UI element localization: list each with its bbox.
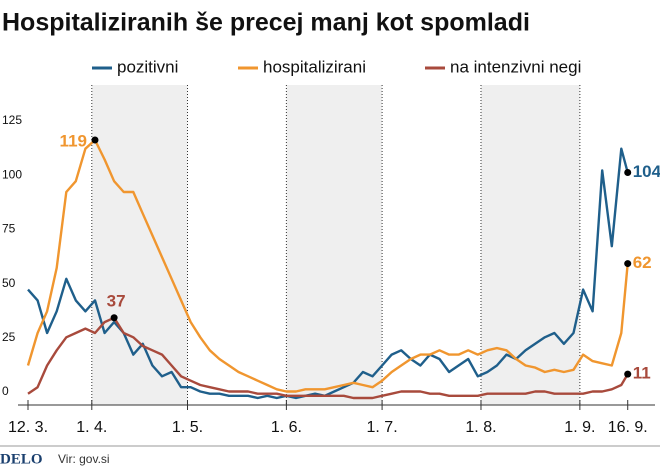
month-band (480, 85, 580, 405)
x-tick-label: 1. 6. (271, 419, 302, 436)
annotation-dot (624, 169, 632, 177)
annotation-label: 37 (107, 291, 126, 310)
x-tick-label: 1. 8. (465, 419, 496, 436)
y-tick-label: 25 (2, 330, 16, 344)
legend-label: na intenzivni negi (450, 57, 581, 76)
annotation-dot (91, 136, 99, 144)
annotation-label: 62 (633, 253, 652, 272)
annotation-dot (110, 314, 118, 322)
x-tick-label: 1. 4. (76, 419, 107, 436)
source: Vir: gov.si (58, 452, 110, 466)
series-line (27, 147, 629, 400)
series-line (27, 316, 629, 400)
annotation-label: 104 (633, 162, 660, 181)
chart-title: Hospitaliziranih še precej manj kot spom… (2, 9, 530, 37)
y-tick-label: 100 (2, 167, 22, 181)
x-tick-label: 1. 5. (172, 419, 203, 436)
month-band (91, 85, 188, 405)
y-tick-label: 50 (2, 276, 16, 290)
x-tick-label: 1. 7. (367, 419, 398, 436)
legend-label: hospitalizirani (263, 57, 366, 76)
series-line (26, 138, 629, 393)
y-tick-label: 0 (2, 384, 9, 398)
x-tick-label: 1. 9. (564, 419, 595, 436)
legend-label: pozitivni (117, 57, 178, 76)
y-tick-label: 125 (2, 113, 22, 127)
brand: DELO (0, 451, 43, 467)
y-tick-label: 75 (2, 222, 16, 236)
month-band (286, 85, 383, 405)
annotation-label: 119 (60, 131, 87, 150)
plot: 12. 3. 1. 4. 1. 5. 1. 6. 1. 7. 1. 8. 1. 9. 16. … (2, 57, 660, 436)
x-tick-label: 16. 9. (608, 419, 648, 436)
x-tick-label: 12. 3. (8, 419, 48, 436)
annotation-label: 11 (633, 364, 651, 383)
annotation-dot (624, 260, 632, 268)
annotation-dot (624, 370, 632, 378)
